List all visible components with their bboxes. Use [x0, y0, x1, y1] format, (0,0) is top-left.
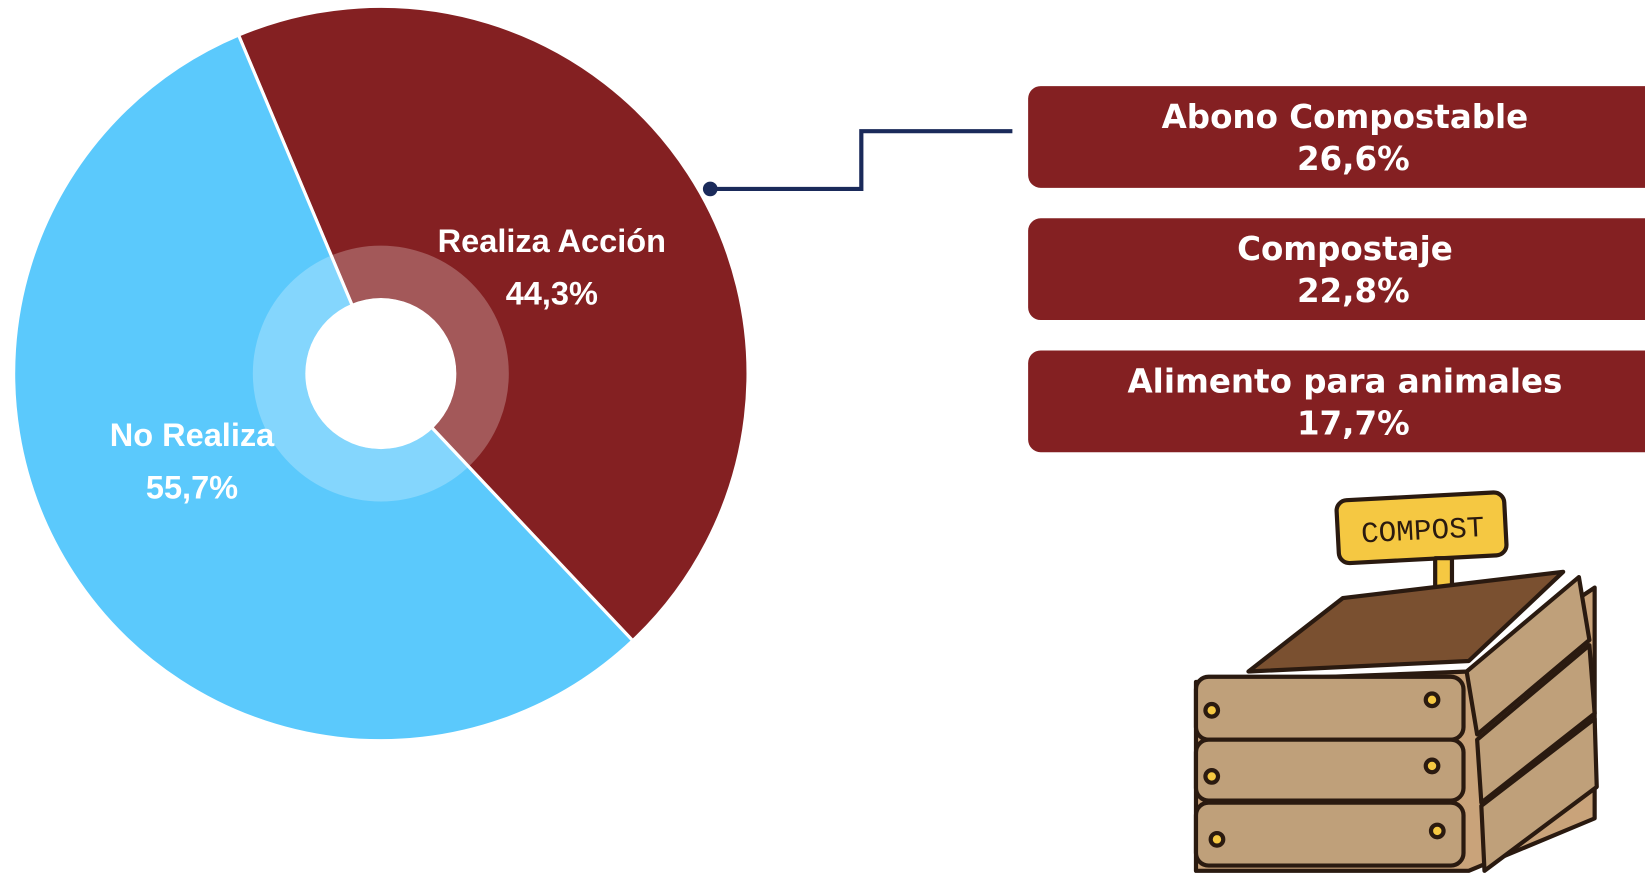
sign-text: COMPOST — [1360, 512, 1485, 551]
breakdown-value: 26,6% — [1297, 140, 1410, 178]
slice-label: No Realiza — [110, 417, 275, 453]
breakdown-value: 22,8% — [1297, 272, 1410, 310]
donut-hole — [305, 298, 457, 450]
breakdown-box — [1028, 350, 1645, 453]
ring-highlight — [252, 245, 509, 502]
breakdown: Abono Compostable 26,6% Compostaje 22,8% Ali… — [1028, 86, 1645, 453]
breakdown-label: Alimento para animales — [1128, 362, 1563, 400]
slice — [236, 4, 750, 643]
slice-value: 55,7% — [146, 469, 238, 505]
breakdown-value: 17,7% — [1297, 404, 1410, 442]
breakdown-box — [1028, 86, 1645, 188]
slice-value: 44,3% — [506, 275, 598, 311]
breakdown-box — [1028, 218, 1645, 321]
connector-dot — [702, 181, 718, 197]
breakdown-label: Abono Compostable — [1162, 98, 1529, 136]
slice-label: Realiza Acción — [438, 223, 666, 259]
connector — [710, 129, 1013, 192]
compost-illustration: COMPOST — [1193, 490, 1599, 873]
breakdown-label: Compostaje — [1237, 230, 1453, 268]
